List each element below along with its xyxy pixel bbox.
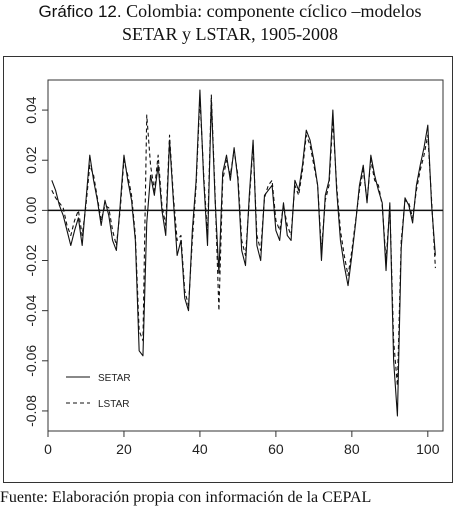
figure-label: Gráfico 12. xyxy=(38,2,122,21)
y-tick-label: -0.06 xyxy=(23,345,39,377)
chart-title: Gráfico 12. Colombia: componente cíclico… xyxy=(0,0,460,45)
legend-label-lstar: LSTAR xyxy=(98,399,130,410)
x-tick-label: 100 xyxy=(416,441,440,457)
line-chart: 0 20 40 60 80 100 -0.08 -0.06 -0.04 -0.02 0.00 0.02… xyxy=(23,79,444,457)
plot-area-border xyxy=(47,79,444,432)
legend-label-setar: SETAR xyxy=(98,373,131,384)
x-tick-label: 80 xyxy=(344,441,360,457)
y-tick-label: 0.04 xyxy=(23,96,39,123)
chart-frame xyxy=(3,56,453,483)
source-note: Fuente: Elaboración propia con informaci… xyxy=(0,489,372,506)
y-tick-label: -0.08 xyxy=(23,395,39,427)
y-tick-label: 0.02 xyxy=(23,146,39,173)
x-tick-label: 0 xyxy=(44,441,52,457)
y-tick-label: 0.00 xyxy=(23,197,39,224)
chart-title-line-1: Gráfico 12. Colombia: componente cíclico… xyxy=(0,0,460,23)
x-tick-label: 40 xyxy=(192,441,208,457)
x-tick-label: 60 xyxy=(268,441,284,457)
chart-title-line-2: SETAR y LSTAR, 1905-2008 xyxy=(121,24,339,44)
series-lstar-line xyxy=(51,94,436,387)
y-tick-label: -0.04 xyxy=(23,294,39,326)
x-tick-label: 20 xyxy=(116,441,132,457)
y-tick-label: -0.02 xyxy=(23,244,39,276)
series-setar-line xyxy=(51,89,436,417)
title-text-1: Colombia: componente cíclico –modelos xyxy=(126,1,422,21)
